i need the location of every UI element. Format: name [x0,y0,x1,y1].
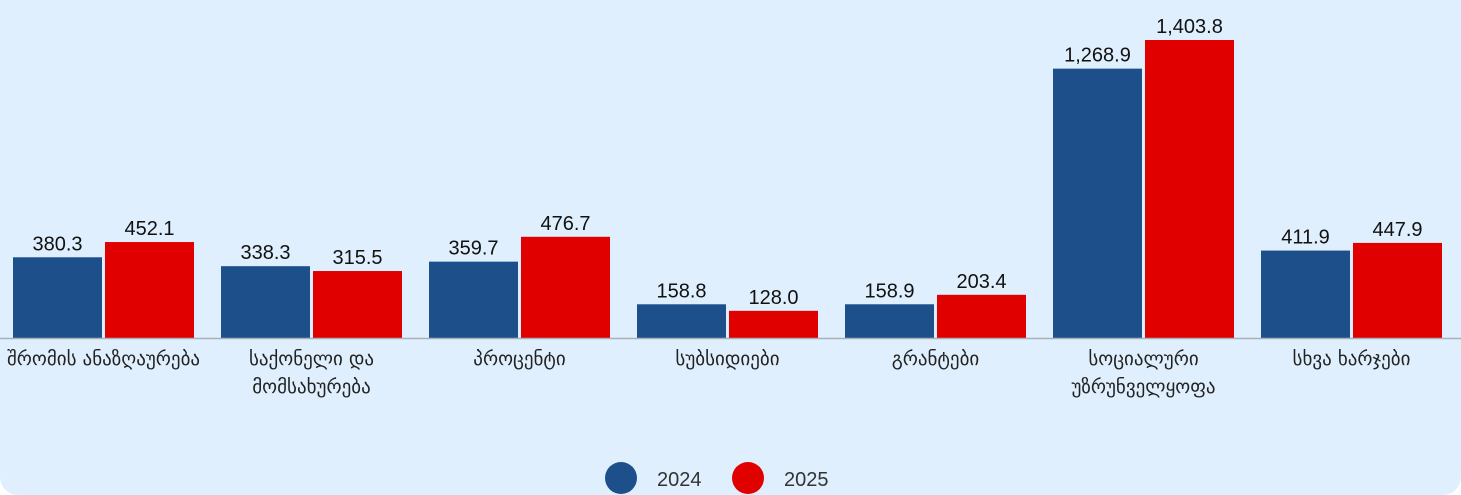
bar [313,271,402,338]
value-label: 476.7 [540,213,590,235]
bar [845,304,934,338]
x-tick-label: საქონელი და მომსახურება [248,348,375,398]
value-label: 158.9 [864,280,914,302]
x-tick-label: შრომის ანაზღაურება [6,348,201,370]
value-label: 452.1 [124,218,174,240]
value-label: 411.9 [1281,227,1330,249]
value-label: 315.5 [332,247,382,269]
x-tick-label: სხვა ხარჯები [1292,348,1411,370]
bar [1261,250,1350,338]
x-tick-label: სოციალური უზრუნველყოფა [1071,348,1216,398]
bar [429,261,518,338]
bar [937,294,1026,338]
bar [521,236,610,338]
bar [1353,242,1442,338]
value-label: 1,268.9 [1064,45,1131,67]
x-tick-label: სუბსიდიები [675,348,780,370]
bar [105,242,194,338]
bar [729,310,818,338]
value-label: 128.0 [748,287,798,309]
bar [1053,68,1142,338]
value-label: 447.9 [1372,219,1422,241]
legend-swatch [732,462,764,494]
bar [13,257,102,338]
value-label: 203.4 [956,271,1006,293]
bar [637,304,726,338]
x-tick-label: პროცენტი [473,348,566,370]
value-label: 158.8 [656,280,706,302]
legend-swatch [605,462,637,494]
value-label: 1,403.8 [1156,16,1223,38]
legend-label: 2025 [784,469,829,491]
value-label: 359.7 [448,238,498,260]
bar [1145,40,1234,338]
x-tick-label: გრანტები [891,348,980,370]
legend-label: 2024 [657,469,702,491]
value-label: 380.3 [32,233,82,255]
value-label: 338.3 [240,242,290,264]
bar [221,266,310,338]
